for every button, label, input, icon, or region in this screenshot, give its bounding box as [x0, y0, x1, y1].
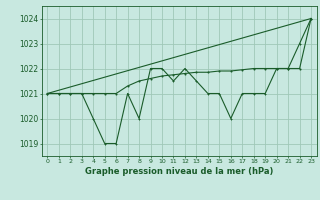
- X-axis label: Graphe pression niveau de la mer (hPa): Graphe pression niveau de la mer (hPa): [85, 167, 273, 176]
